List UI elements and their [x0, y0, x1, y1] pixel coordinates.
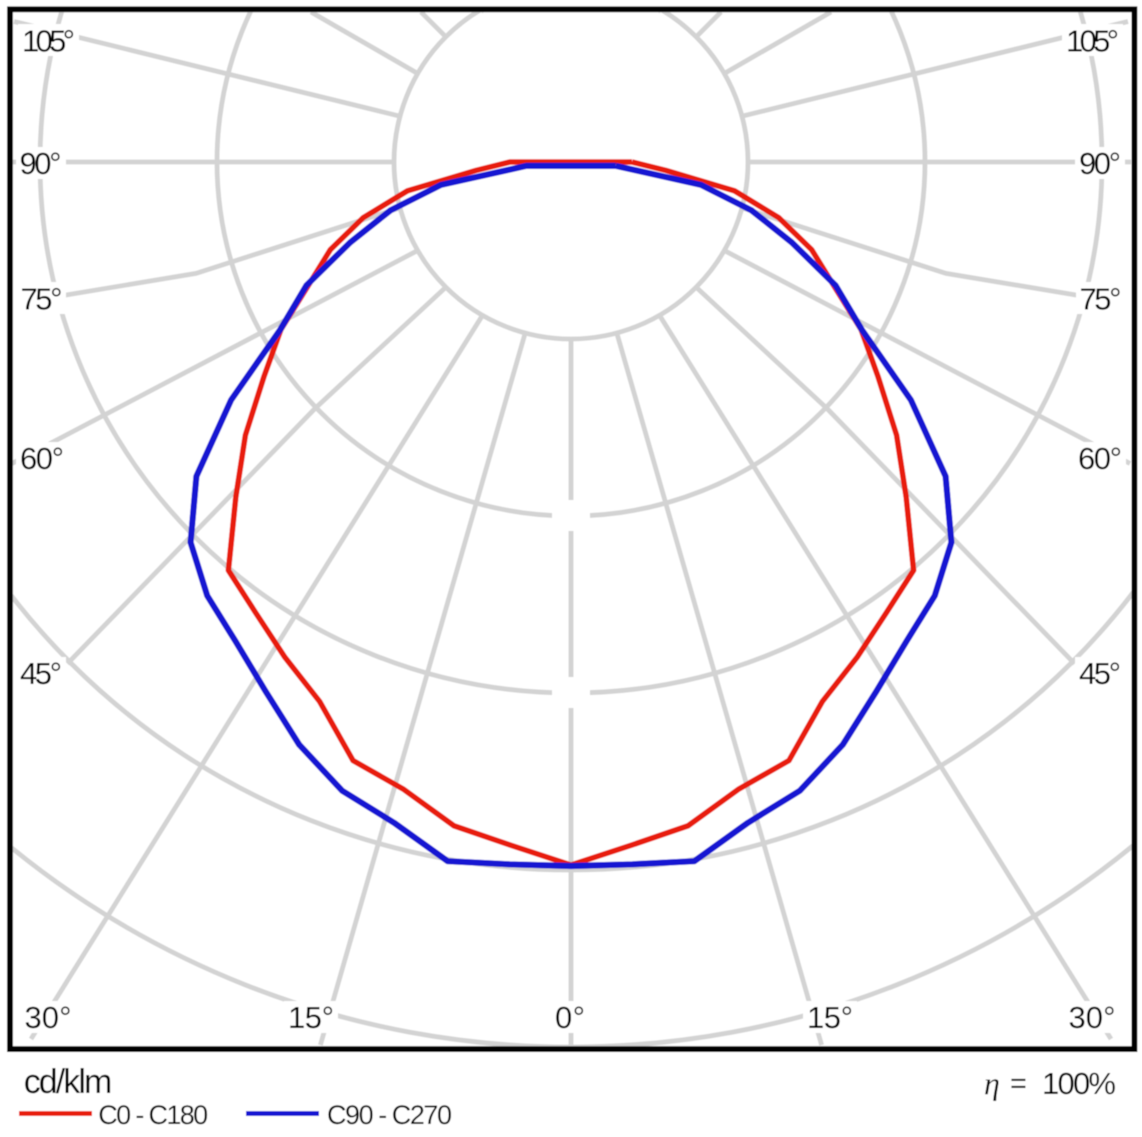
svg-text:15°: 15°	[288, 1000, 334, 1035]
svg-text:105°: 105°	[1066, 24, 1119, 59]
svg-text:cd/klm: cd/klm	[24, 1063, 113, 1101]
svg-text:90°: 90°	[1079, 146, 1121, 181]
svg-text:=: =	[1010, 1068, 1027, 1100]
svg-text:45°: 45°	[20, 656, 62, 691]
svg-text:75°: 75°	[1080, 282, 1122, 317]
svg-text:60°: 60°	[1078, 441, 1122, 476]
svg-text:0°: 0°	[555, 1000, 585, 1035]
svg-text:30°: 30°	[1069, 1000, 1116, 1035]
svg-text:105°: 105°	[22, 24, 75, 59]
svg-text:η: η	[984, 1065, 1000, 1101]
svg-text:75°: 75°	[21, 282, 63, 317]
svg-text:45°: 45°	[1079, 656, 1121, 691]
svg-text:60°: 60°	[20, 441, 64, 476]
svg-text:30°: 30°	[25, 1000, 72, 1035]
svg-text:100%: 100%	[1042, 1066, 1116, 1101]
svg-text:15°: 15°	[807, 1000, 853, 1035]
svg-text:C0 - C180: C0 - C180	[98, 1100, 208, 1130]
svg-text:90°: 90°	[20, 146, 62, 181]
svg-text:C90 - C270: C90 - C270	[327, 1100, 452, 1130]
